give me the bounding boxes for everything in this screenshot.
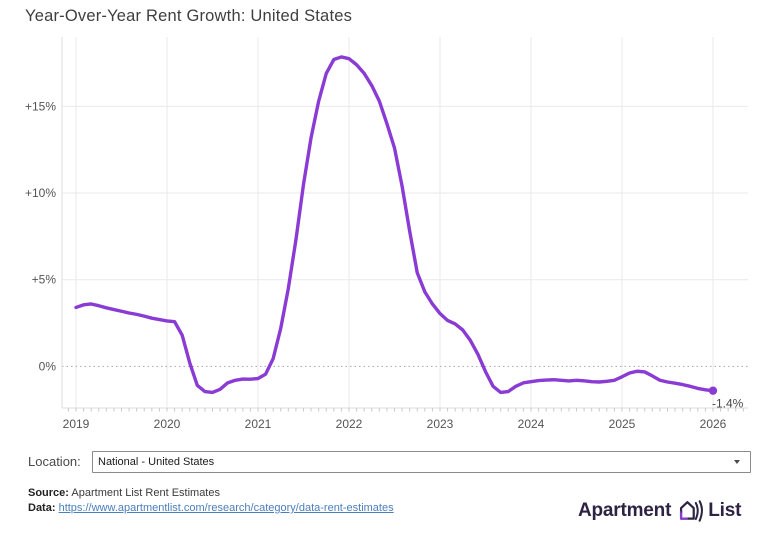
svg-text:2025: 2025 <box>609 417 636 431</box>
data-line: Data: https://www.apartmentlist.com/rese… <box>28 501 394 516</box>
svg-text:2026: 2026 <box>700 417 727 431</box>
location-select[interactable]: National - United States <box>92 451 751 473</box>
svg-text:2022: 2022 <box>336 417 363 431</box>
logo-text-apartment: Apartment <box>578 500 672 521</box>
data-link[interactable]: https://www.apartmentlist.com/research/c… <box>58 502 394 514</box>
svg-text:2024: 2024 <box>518 417 545 431</box>
svg-text:+10%: +10% <box>25 186 56 200</box>
source-text: Apartment List Rent Estimates <box>71 487 220 499</box>
apartment-list-logo: Apartment List <box>578 497 741 525</box>
svg-text:2023: 2023 <box>427 417 454 431</box>
logo-text-list: List <box>708 500 742 521</box>
dropdown-caret-icon <box>734 460 740 464</box>
svg-text:0%: 0% <box>39 359 57 373</box>
rent-growth-line-chart: +15% +10% +5% 0% 2019 2020 2021 2022 2023 2024 202… <box>25 37 748 431</box>
svg-text:2021: 2021 <box>245 417 272 431</box>
svg-text:+5%: +5% <box>32 273 57 287</box>
credits-block: Source: Apartment List Rent Estimates Da… <box>28 486 394 516</box>
location-label: Location: <box>28 454 81 469</box>
page-title: Year-Over-Year Rent Growth: United State… <box>25 7 353 25</box>
source-line: Source: Apartment List Rent Estimates <box>28 486 394 501</box>
source-label: Source: <box>28 487 69 499</box>
data-label: Data: <box>28 502 56 514</box>
location-select-value: National - United States <box>98 456 215 468</box>
apartment-list-house-icon <box>680 500 704 522</box>
svg-text:-1.4%: -1.4% <box>712 397 744 411</box>
svg-text:2019: 2019 <box>63 417 90 431</box>
svg-text:2020: 2020 <box>154 417 181 431</box>
svg-text:+15%: +15% <box>25 99 56 113</box>
location-row: Location: National - United States <box>28 450 751 474</box>
